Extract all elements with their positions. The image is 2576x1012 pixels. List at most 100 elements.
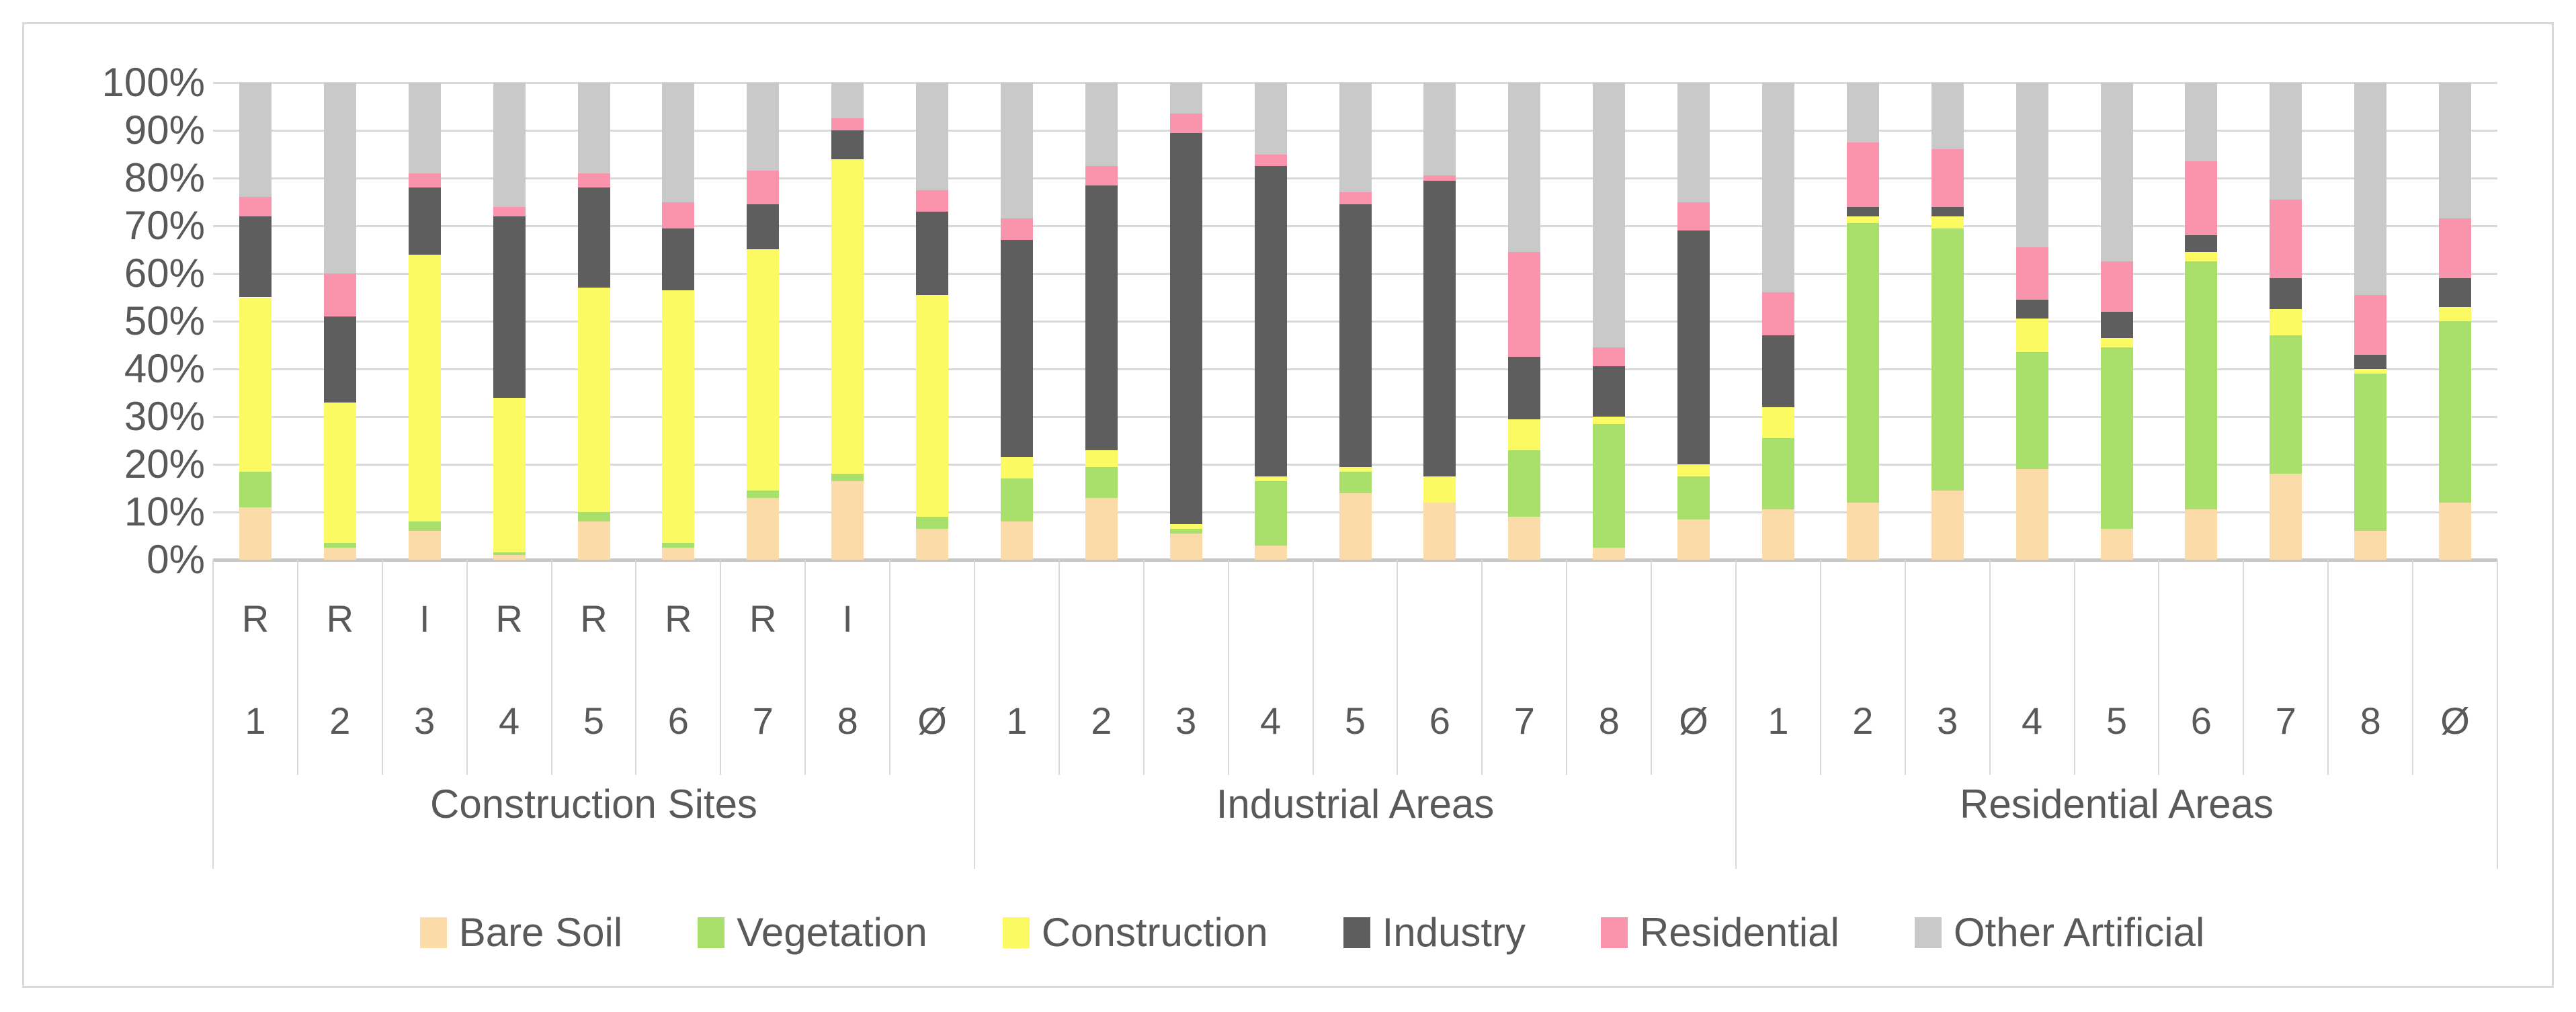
bar-segment-construction: [577, 288, 610, 512]
x-axis-number-label: 1: [1006, 700, 1028, 742]
bar-segment-residential: [1593, 347, 1626, 367]
bar-segment-industry: [1000, 240, 1033, 458]
x-axis-letter-label: R: [580, 597, 608, 640]
bar-segment-vegetation: [747, 491, 780, 498]
bar-segment-construction: [2354, 369, 2387, 374]
bar-segment-bare-soil: [493, 554, 526, 560]
category-separator: [381, 560, 383, 775]
bar-segment-residential: [408, 173, 441, 188]
bar-segment-industry: [2016, 300, 2048, 319]
bar-segment-residential: [1000, 218, 1033, 241]
bar-segment-bare-soil: [662, 548, 695, 560]
bar-segment-vegetation: [1593, 423, 1626, 548]
bar-segment-bare-soil: [916, 528, 949, 560]
bar-segment-bare-soil: [1254, 545, 1287, 560]
bar-segment-vegetation: [831, 474, 864, 481]
bar-segment-vegetation: [577, 512, 610, 522]
x-axis-number-label: 7: [1513, 700, 1535, 742]
legend-item: Other Artificial: [1914, 911, 2204, 954]
x-axis-letter-label: I: [842, 597, 853, 640]
bar-segment-residential: [2270, 199, 2302, 279]
bar-segment-construction: [916, 294, 949, 517]
bar-segment-bare-soil: [2016, 469, 2048, 560]
bar-segment-vegetation: [662, 543, 695, 548]
bar-segment-construction: [2439, 306, 2472, 321]
category-separator: [2327, 560, 2329, 775]
bar-segment-construction: [493, 397, 526, 553]
bar-segment-construction: [1254, 476, 1287, 481]
category-separator: [974, 560, 975, 869]
x-axis-line: [213, 558, 2497, 562]
bar-segment-vegetation: [2270, 335, 2302, 474]
category-separator: [2243, 560, 2245, 775]
x-axis-number-label: 8: [1598, 700, 1620, 742]
bar-segment-construction: [1761, 407, 1794, 438]
bar-segment-construction: [323, 402, 356, 544]
bar-segment-vegetation: [1931, 228, 1964, 491]
bar-segment-other-artificial: [1931, 83, 1964, 150]
category-separator: [1566, 560, 1568, 775]
bar-segment-residential: [1339, 192, 1372, 205]
bar-segment-industry: [1169, 132, 1202, 524]
category-separator: [1481, 560, 1483, 775]
bar-segment-other-artificial: [1000, 83, 1033, 219]
bar-segment-other-artificial: [577, 83, 610, 173]
bar-segment-vegetation: [323, 543, 356, 548]
x-axis-group-label: Residential Areas: [1960, 782, 2274, 827]
bar-segment-other-artificial: [831, 83, 864, 119]
x-axis-number-label: 2: [1852, 700, 1874, 742]
legend: Bare Soil Vegetation Construction Industry R…: [46, 911, 2576, 954]
bar-segment-residential: [1931, 149, 1964, 207]
bar-segment-bare-soil: [747, 497, 780, 560]
bar-segment-bare-soil: [2100, 528, 2133, 560]
bar-segment-vegetation: [1169, 528, 1202, 534]
bar-segment-residential: [493, 206, 526, 216]
category-separator: [1227, 560, 1229, 775]
legend-swatch-icon: [698, 917, 725, 948]
bar-segment-industry: [2439, 278, 2472, 307]
bar-segment-other-artificial: [1677, 83, 1710, 202]
bar-segment-other-artificial: [1508, 83, 1541, 253]
x-axis-number-label: 4: [499, 700, 520, 742]
x-axis-number-label: 8: [2360, 700, 2381, 742]
category-separator: [889, 560, 891, 775]
bar-segment-vegetation: [2439, 321, 2472, 503]
bar-segment-vegetation: [1254, 480, 1287, 546]
legend-swatch-icon: [419, 917, 447, 948]
bar-segment-other-artificial: [662, 83, 695, 202]
category-separator: [212, 560, 214, 869]
bar-segment-vegetation: [2100, 347, 2133, 529]
bar-segment-bare-soil: [1593, 548, 1626, 560]
bar-segment-bare-soil: [1931, 491, 1964, 560]
bar-segment-residential: [1677, 202, 1710, 231]
bar-segment-other-artificial: [2185, 83, 2218, 162]
bar-segment-industry: [239, 216, 272, 298]
bar-segment-construction: [1508, 419, 1541, 450]
bar-segment-bare-soil: [831, 480, 864, 560]
category-separator: [1312, 560, 1314, 775]
bar-segment-bare-soil: [1000, 521, 1033, 560]
legend-label: Construction: [1041, 910, 1268, 955]
bar-segment-vegetation: [1677, 476, 1710, 519]
legend-item: Vegetation: [698, 911, 927, 954]
x-axis-group-label: Industrial Areas: [1216, 782, 1495, 827]
bar-segment-construction: [239, 297, 272, 472]
bar-segment-bare-soil: [1677, 519, 1710, 560]
y-axis-tick-label: 70%: [124, 203, 205, 248]
y-axis-tick-label: 0%: [147, 537, 205, 582]
category-separator: [1397, 560, 1399, 775]
bar-segment-bare-soil: [1508, 517, 1541, 560]
bar-segment-industry: [1677, 230, 1710, 464]
y-axis-tick-label: 90%: [124, 108, 205, 153]
bar-segment-other-artificial: [2016, 83, 2048, 247]
x-axis-number-label: 3: [414, 700, 435, 742]
bar-segment-residential: [1508, 252, 1541, 357]
x-axis-number-label: 8: [837, 700, 858, 742]
bar-segment-industry: [1339, 204, 1372, 467]
bar-segment-residential: [2354, 294, 2387, 355]
bar-segment-other-artificial: [2100, 83, 2133, 262]
category-separator: [296, 560, 298, 775]
x-axis-letter-label: R: [665, 597, 692, 640]
bar-segment-vegetation: [1085, 466, 1118, 498]
bar-segment-other-artificial: [916, 83, 949, 190]
